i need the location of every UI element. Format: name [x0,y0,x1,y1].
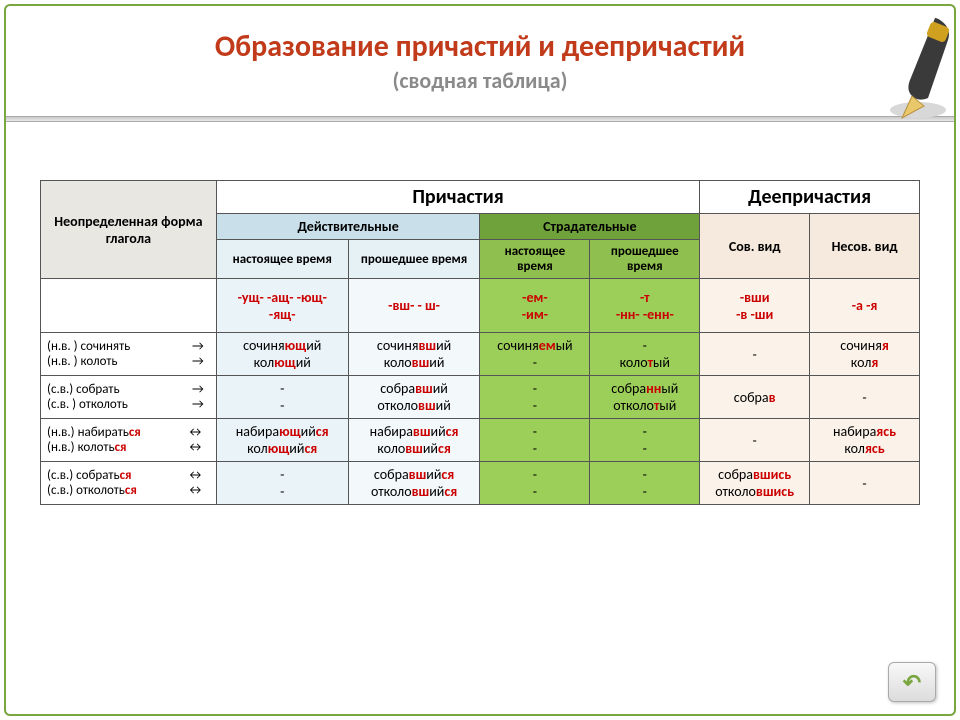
col-header-nesov: Несов. вид [810,214,920,279]
suffix-label [41,279,217,333]
suffix-c3: -ем--им- [480,279,590,333]
summary-table: Неопределенная форма глагола Причастия Д… [40,180,920,505]
table-row: (н.в. ) сочинять→(н.в. ) колоть→сочиняющ… [41,333,920,376]
col-sub-present1: настоящее время [216,240,348,279]
cell-sov: собрав [700,376,810,419]
page-subtitle: (сводная таблица) [0,67,960,94]
header-divider [6,116,954,122]
col-header-passive: Страдательные [480,214,700,240]
cell-active-past: собравшийсяотколовшийся [348,462,480,505]
return-icon: ↶ [903,669,921,696]
table-row: (с.в.) собраться↔(с.в.) отколоться↔--соб… [41,462,920,505]
suffix-c6: -а -я [810,279,920,333]
col-header-sov: Сов. вид [700,214,810,279]
suffix-c1: -ущ- -ащ- -ющ- -ящ- [216,279,348,333]
cell-active-present: -- [216,376,348,419]
row-label: (н.в. ) сочинять→(н.в. ) колоть→ [41,333,217,376]
suffix-c5: -вши-в -ши [700,279,810,333]
table-row: (н.в.) набираться↔(н.в.) колоться↔набира… [41,419,920,462]
cell-passive-present: -- [480,462,590,505]
cell-active-past: сочинявшийколовший [348,333,480,376]
row-label: (с.в.) собрать→(с.в. ) отколоть→ [41,376,217,419]
cell-passive-present: -- [480,376,590,419]
col-header-verb: Неопределенная форма глагола [41,181,217,279]
cell-nesov: набираяськолясь [810,419,920,462]
cell-sov: - [700,419,810,462]
page-title: Образование причастий и деепричастий [0,28,960,65]
cell-sov: собравшисьотколовшись [700,462,810,505]
cell-passive-past: собранныйотколотый [590,376,700,419]
table-row: (с.в.) собрать→(с.в. ) отколоть→--собрав… [41,376,920,419]
cell-passive-present: сочиняемый- [480,333,590,376]
cell-passive-past: -- [590,419,700,462]
col-header-gerunds: Деепричастия [700,181,920,214]
cell-passive-past: -колотый [590,333,700,376]
row-label: (н.в.) набираться↔(н.в.) колоться↔ [41,419,217,462]
cell-active-present: -- [216,462,348,505]
col-sub-past2: прошедшее время [590,240,700,279]
cell-passive-past: -- [590,462,700,505]
cell-nesov: - [810,462,920,505]
cell-active-present: набирающийсяколющийся [216,419,348,462]
suffix-c4: -т-нн- -енн- [590,279,700,333]
suffix-row: -ущ- -ащ- -ющ- -ящ- -вш- - ш- -ем--им- -… [41,279,920,333]
title-area: Образование причастий и деепричастий (св… [0,28,960,94]
back-button[interactable]: ↶ [888,662,936,702]
col-sub-past1: прошедшее время [348,240,480,279]
col-sub-present2: настоящее время [480,240,590,279]
suffix-c2: -вш- - ш- [348,279,480,333]
col-header-participles: Причастия [216,181,699,214]
cell-active-past: собравшийотколовший [348,376,480,419]
cell-active-past: набиравшийсяколовшийся [348,419,480,462]
cell-nesov: сочиняяколя [810,333,920,376]
col-header-active: Действительные [216,214,480,240]
cell-passive-present: -- [480,419,590,462]
cell-sov: - [700,333,810,376]
cell-active-present: сочиняющийколющий [216,333,348,376]
row-label: (с.в.) собраться↔(с.в.) отколоться↔ [41,462,217,505]
cell-nesov: - [810,376,920,419]
